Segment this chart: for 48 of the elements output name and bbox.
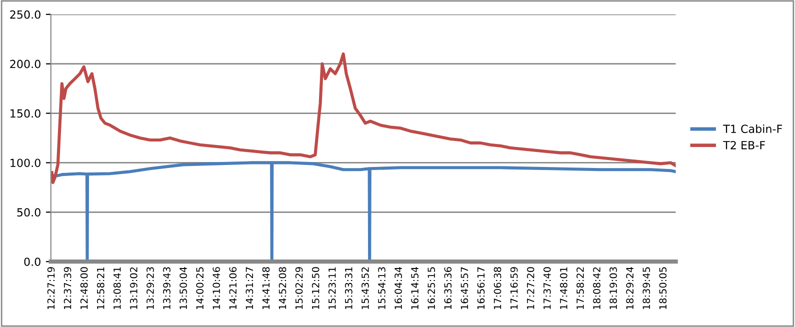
x-tick-label: 17:16:59 bbox=[510, 267, 518, 310]
x-tick-label: 18:39:45 bbox=[642, 267, 650, 310]
x-tick-label: 16:25:15 bbox=[428, 267, 436, 310]
x-tick-label: 18:29:24 bbox=[626, 267, 634, 310]
x-tick-label: 14:10:46 bbox=[212, 267, 220, 310]
x-tick-label: 15:54:13 bbox=[378, 267, 386, 310]
x-tick-label: 12:27:19 bbox=[47, 267, 55, 310]
x-tick-label: 14:41:48 bbox=[262, 267, 270, 310]
y-tick-label: 250.0 bbox=[10, 10, 40, 19]
x-tick-label: 12:48:00 bbox=[80, 267, 88, 310]
line-series bbox=[50, 161, 676, 262]
x-tick-label: 13:19:02 bbox=[130, 267, 138, 310]
x-tick-label: 18:50:05 bbox=[659, 267, 667, 310]
x-tick-label: 16:45:57 bbox=[460, 267, 468, 310]
x-tick-label: 12:37:39 bbox=[64, 267, 72, 310]
x-tick-label: 17:27:20 bbox=[526, 267, 534, 310]
x-tick-label: 14:52:08 bbox=[278, 267, 286, 310]
x-tick-label: 15:33:31 bbox=[344, 267, 352, 310]
x-tick-label: 13:39:43 bbox=[163, 267, 170, 310]
x-tick-label: 15:43:52 bbox=[362, 267, 369, 310]
y-tick-label: 50.0 bbox=[17, 208, 40, 217]
x-tick-label: 18:08:42 bbox=[593, 267, 600, 310]
x-tick-label: 16:14:54 bbox=[411, 267, 418, 310]
line-series bbox=[50, 52, 676, 184]
x-tick-label: 13:50:04 bbox=[180, 267, 187, 310]
x-tick-label: 17:37:40 bbox=[543, 267, 551, 310]
x-tick-label: 16:56:17 bbox=[477, 267, 485, 310]
x-tick-label: 15:12:50 bbox=[312, 267, 320, 310]
x-tick-label: 14:31:27 bbox=[246, 267, 254, 310]
x-tick-label: 13:08:41 bbox=[113, 267, 121, 310]
x-tick-label: 18:19:03 bbox=[610, 267, 617, 310]
x-tick-label: 16:35:36 bbox=[444, 267, 452, 310]
x-tick-label: 15:23:11 bbox=[328, 267, 336, 310]
x-tick-label: 16:04:34 bbox=[394, 267, 402, 310]
y-tick-label: 150.0 bbox=[10, 109, 40, 118]
legend-label: T2 EB-F bbox=[723, 140, 765, 150]
x-tick-label: 13:29:23 bbox=[146, 267, 154, 310]
x-tick-label: 17:48:01 bbox=[560, 267, 568, 310]
y-tick-label: 100.0 bbox=[10, 158, 40, 168]
x-tick-label: 12:58:21 bbox=[96, 267, 104, 310]
y-tick-label: 200.0 bbox=[10, 60, 40, 68]
x-tick-label: 17:06:38 bbox=[494, 267, 502, 310]
x-tick-label: 17:58:22 bbox=[576, 267, 584, 310]
x-tick-label: 14:21:06 bbox=[229, 267, 237, 310]
legend-label: T1 Cabin-F bbox=[723, 124, 782, 134]
y-tick-label: 0.0 bbox=[24, 258, 40, 266]
x-tick-label: 15:02:29 bbox=[295, 267, 303, 310]
x-tick-label: 14:00:25 bbox=[196, 267, 204, 310]
